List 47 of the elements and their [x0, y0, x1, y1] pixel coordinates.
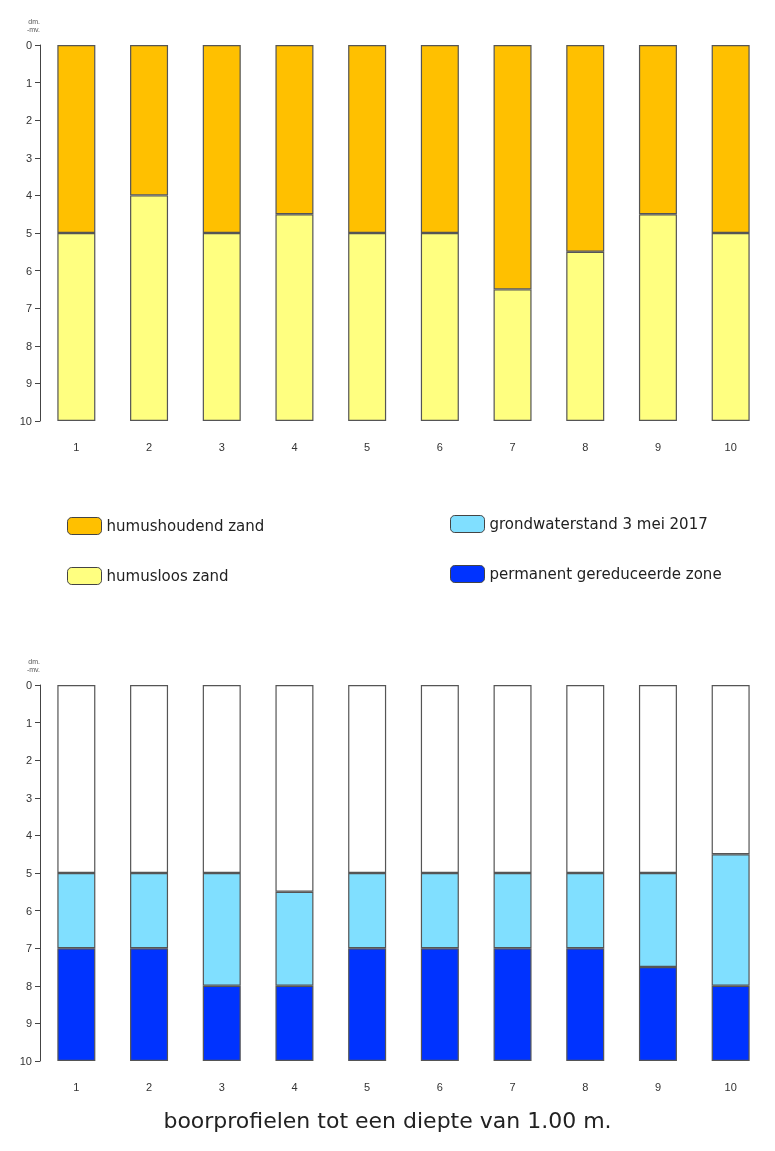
x-tick-label: 10	[724, 1080, 737, 1093]
y-tick-label: 0	[25, 39, 32, 51]
x-tick-label: 5	[364, 1080, 371, 1093]
x-tick-label: 1	[73, 1080, 80, 1093]
y-tick-label: 10	[19, 415, 32, 427]
x-tick-label: 9	[654, 440, 662, 453]
y-tick-label: 10	[19, 1055, 32, 1067]
y-tick-label: 9	[25, 377, 32, 390]
legend-label: grondwaterstand 3 mei 2017	[489, 515, 708, 533]
x-tick-label: 8	[582, 1080, 589, 1093]
legend-label: humusloos zand	[106, 567, 229, 585]
y-tick-label: 7	[25, 302, 32, 315]
x-tick-label: 9	[654, 1080, 662, 1093]
y-tick-label: 4	[25, 189, 32, 202]
y-tick-label: 3	[25, 151, 32, 164]
x-tick-label: 1	[73, 440, 80, 453]
legend-label: humushoudend zand	[106, 517, 265, 535]
y-tick-label: 2	[25, 114, 32, 127]
y-tick-label: 2	[25, 754, 32, 767]
x-tick-label: 4	[291, 440, 298, 453]
x-tick-label: 4	[291, 1080, 298, 1093]
x-tick-label: 6	[436, 1080, 443, 1093]
y-tick-label: 0	[25, 679, 32, 691]
y-tick-label: 8	[25, 979, 32, 992]
x-tick-label: 5	[364, 440, 371, 453]
y-tick-label: 8	[25, 339, 32, 352]
x-tick-label: 6	[436, 440, 443, 453]
text: boorprofielen tot een diepte van 1.00 m.	[163, 1107, 612, 1133]
x-tick-label: 8	[582, 440, 589, 453]
y-tick-label: 9	[25, 1017, 32, 1030]
x-tick-label: 7	[509, 440, 516, 453]
y-tick-label: 7	[25, 942, 32, 955]
y-tick-label: 1	[25, 716, 32, 729]
y-tick-label: 4	[25, 829, 32, 842]
x-tick-label: 2	[145, 1080, 153, 1093]
x-tick-label: 3	[218, 440, 225, 453]
x-tick-label: 3	[218, 1080, 225, 1093]
y-tick-label: 5	[25, 227, 32, 239]
legend-label: permanent gereduceerde zone	[489, 565, 722, 583]
y-tick-label: 6	[25, 264, 32, 277]
y-tick-label: 5	[25, 867, 32, 879]
y-tick-label: 1	[25, 76, 32, 89]
x-tick-label: 7	[509, 1080, 516, 1093]
y-tick-label: 6	[25, 904, 32, 917]
x-tick-label: 10	[724, 440, 737, 453]
y-tick-label: 3	[25, 791, 32, 804]
x-tick-label: 2	[145, 440, 153, 453]
